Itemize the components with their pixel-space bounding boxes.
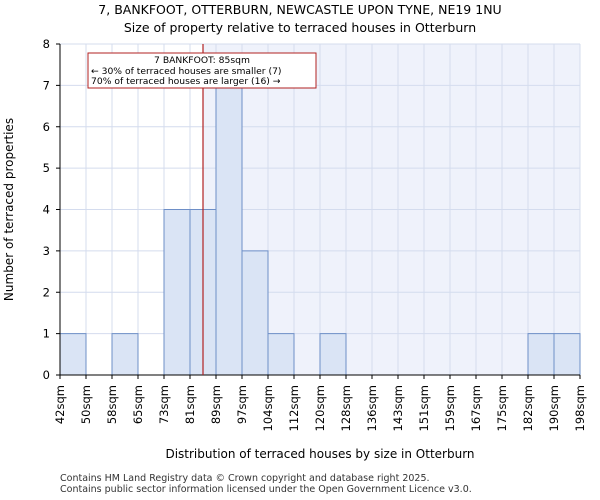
annotation-box	[87, 52, 317, 89]
bar-97sqm	[241, 250, 269, 376]
y-tick-label: 2	[43, 285, 50, 299]
y-tick-label: 0	[43, 368, 50, 382]
gridlines	[59, 43, 581, 376]
x-axis-label: Distribution of terraced houses by size …	[165, 447, 474, 461]
x-tick-label: 182sqm	[521, 385, 535, 431]
x-tick-label: 190sqm	[547, 385, 561, 431]
y-tick-labels: 0 1 2 3 4 5 6 7 8	[43, 37, 60, 382]
bar-182sqm	[527, 333, 555, 376]
x-tick-label: 50sqm	[79, 385, 93, 424]
y-tick-label: 8	[43, 37, 50, 51]
x-tick-label: 73sqm	[157, 385, 171, 424]
x-tick-label: 151sqm	[417, 385, 431, 431]
chart-title: 7, BANKFOOT, OTTERBURN, NEWCASTLE UPON T…	[98, 2, 502, 17]
x-tick-label: 58sqm	[105, 385, 119, 424]
property-marker: 7 BANKFOOT: 85sqm← 30% of terraced house…	[87, 44, 317, 375]
bar-73sqm	[163, 209, 191, 376]
x-tick-label: 81sqm	[183, 385, 197, 424]
y-tick-label: 7	[43, 78, 50, 92]
bar-120sqm	[319, 333, 347, 376]
chart-subtitle: Size of property relative to terraced ho…	[123, 20, 477, 35]
footer-copyright: Contains HM Land Registry data © Crown c…	[60, 473, 430, 484]
bar-89sqm	[215, 84, 243, 376]
x-tick-label: 120sqm	[313, 385, 327, 431]
bar-42sqm	[59, 333, 87, 376]
x-tick-label: 128sqm	[339, 385, 353, 431]
x-tick-label: 42sqm	[53, 385, 67, 424]
x-tick-label: 89sqm	[209, 385, 223, 424]
x-tick-label: 97sqm	[235, 385, 249, 424]
bars	[59, 84, 581, 376]
y-tick-label: 4	[43, 203, 50, 217]
bar-104sqm	[267, 333, 295, 376]
x-tick-label: 198sqm	[573, 385, 587, 431]
x-tick-label: 65sqm	[131, 385, 145, 424]
x-tick-label: 175sqm	[495, 385, 509, 431]
x-tick-labels: 42sqm 50sqm 58sqm 65sqm 73sqm 81sqm 89sqm 97sqm…	[53, 375, 587, 431]
x-tick-label: 143sqm	[391, 385, 405, 431]
annotation-title: 7 BANKFOOT: 85sqm	[154, 55, 250, 66]
x-tick-label: 136sqm	[365, 385, 379, 431]
annotation-smaller: ← 30% of terraced houses are smaller (7)	[91, 66, 282, 77]
y-tick-label: 6	[43, 120, 50, 134]
bar-58sqm	[111, 333, 139, 376]
bar-190sqm	[553, 333, 581, 376]
x-tick-label: 167sqm	[469, 385, 483, 431]
x-tick-label: 112sqm	[287, 385, 301, 431]
y-tick-label: 3	[43, 244, 50, 258]
y-axis-label: Number of terraced properties	[2, 118, 16, 301]
x-tick-label: 104sqm	[261, 385, 275, 431]
annotation-larger: 70% of terraced houses are larger (16) →	[91, 76, 281, 87]
footer-licence: Contains public sector information licen…	[60, 484, 472, 495]
x-tick-label: 159sqm	[443, 385, 457, 431]
y-tick-label: 1	[43, 327, 50, 341]
y-tick-label: 5	[43, 161, 50, 175]
